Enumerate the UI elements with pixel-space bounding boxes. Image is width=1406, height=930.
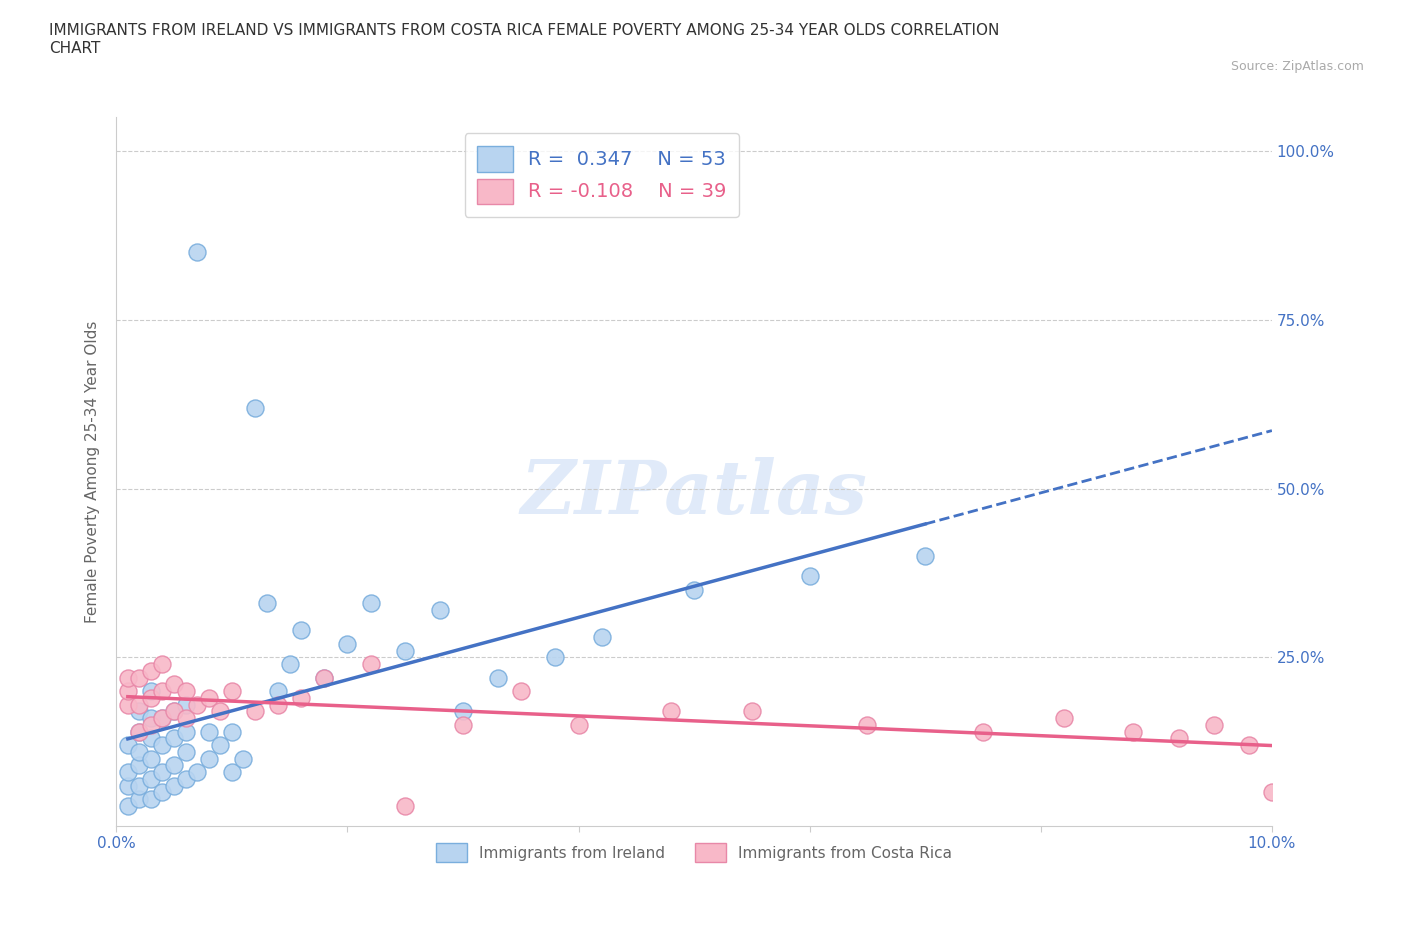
Point	[139, 791, 162, 806]
Point	[799, 569, 821, 584]
Point	[232, 751, 254, 766]
Point	[209, 737, 232, 752]
Point	[174, 771, 197, 786]
Point	[486, 671, 509, 685]
Point	[1204, 717, 1226, 732]
Point	[128, 724, 150, 739]
Point	[394, 643, 416, 658]
Point	[128, 744, 150, 759]
Point	[128, 698, 150, 712]
Point	[1168, 731, 1191, 746]
Point	[117, 698, 139, 712]
Point	[139, 684, 162, 698]
Point	[243, 400, 266, 415]
Point	[197, 690, 219, 705]
Point	[314, 671, 336, 685]
Point	[139, 717, 162, 732]
Point	[152, 657, 174, 671]
Point	[429, 603, 451, 618]
Point	[221, 764, 243, 779]
Point	[221, 684, 243, 698]
Point	[139, 690, 162, 705]
Point	[152, 684, 174, 698]
Point	[174, 724, 197, 739]
Point	[972, 724, 994, 739]
Point	[278, 657, 301, 671]
Point	[290, 690, 312, 705]
Point	[544, 650, 567, 665]
Point	[128, 758, 150, 773]
Point	[152, 737, 174, 752]
Point	[336, 636, 359, 651]
Point	[314, 671, 336, 685]
Point	[117, 737, 139, 752]
Point	[1122, 724, 1144, 739]
Point	[128, 791, 150, 806]
Point	[209, 704, 232, 719]
Point	[139, 663, 162, 678]
Point	[290, 623, 312, 638]
Point	[683, 582, 706, 597]
Point	[163, 778, 186, 793]
Point	[117, 684, 139, 698]
Point	[591, 630, 613, 644]
Point	[128, 704, 150, 719]
Point	[163, 704, 186, 719]
Point	[152, 711, 174, 725]
Point	[152, 764, 174, 779]
Point	[117, 764, 139, 779]
Y-axis label: Female Poverty Among 25-34 Year Olds: Female Poverty Among 25-34 Year Olds	[86, 321, 100, 623]
Point	[186, 245, 208, 259]
Point	[509, 684, 531, 698]
Point	[152, 785, 174, 800]
Point	[197, 724, 219, 739]
Point	[152, 711, 174, 725]
Point	[659, 704, 682, 719]
Point	[567, 717, 589, 732]
Point	[174, 684, 197, 698]
Point	[139, 731, 162, 746]
Legend: Immigrants from Ireland, Immigrants from Costa Rica: Immigrants from Ireland, Immigrants from…	[430, 837, 959, 868]
Point	[117, 798, 139, 813]
Point	[117, 671, 139, 685]
Point	[243, 704, 266, 719]
Point	[128, 724, 150, 739]
Point	[267, 698, 290, 712]
Point	[139, 711, 162, 725]
Point	[174, 698, 197, 712]
Point	[174, 711, 197, 725]
Point	[117, 778, 139, 793]
Point	[256, 596, 278, 611]
Point	[394, 798, 416, 813]
Point	[128, 671, 150, 685]
Point	[856, 717, 879, 732]
Point	[163, 677, 186, 692]
Text: ZIPatlas: ZIPatlas	[520, 457, 868, 529]
Point	[163, 704, 186, 719]
Point	[914, 549, 936, 564]
Point	[267, 684, 290, 698]
Point	[1237, 737, 1260, 752]
Point	[197, 751, 219, 766]
Point	[128, 778, 150, 793]
Point	[1261, 785, 1284, 800]
Point	[139, 771, 162, 786]
Point	[163, 758, 186, 773]
Point	[186, 698, 208, 712]
Text: IMMIGRANTS FROM IRELAND VS IMMIGRANTS FROM COSTA RICA FEMALE POVERTY AMONG 25-34: IMMIGRANTS FROM IRELAND VS IMMIGRANTS FR…	[49, 23, 1000, 56]
Point	[360, 657, 382, 671]
Point	[451, 717, 474, 732]
Point	[741, 704, 763, 719]
Point	[221, 724, 243, 739]
Point	[360, 596, 382, 611]
Point	[451, 704, 474, 719]
Point	[186, 764, 208, 779]
Point	[163, 731, 186, 746]
Point	[174, 744, 197, 759]
Point	[1053, 711, 1076, 725]
Point	[139, 751, 162, 766]
Text: Source: ZipAtlas.com: Source: ZipAtlas.com	[1230, 60, 1364, 73]
